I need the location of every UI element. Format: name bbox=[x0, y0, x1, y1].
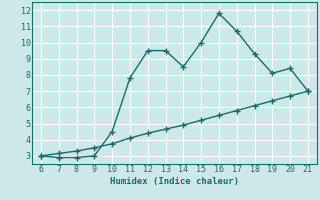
X-axis label: Humidex (Indice chaleur): Humidex (Indice chaleur) bbox=[110, 177, 239, 186]
